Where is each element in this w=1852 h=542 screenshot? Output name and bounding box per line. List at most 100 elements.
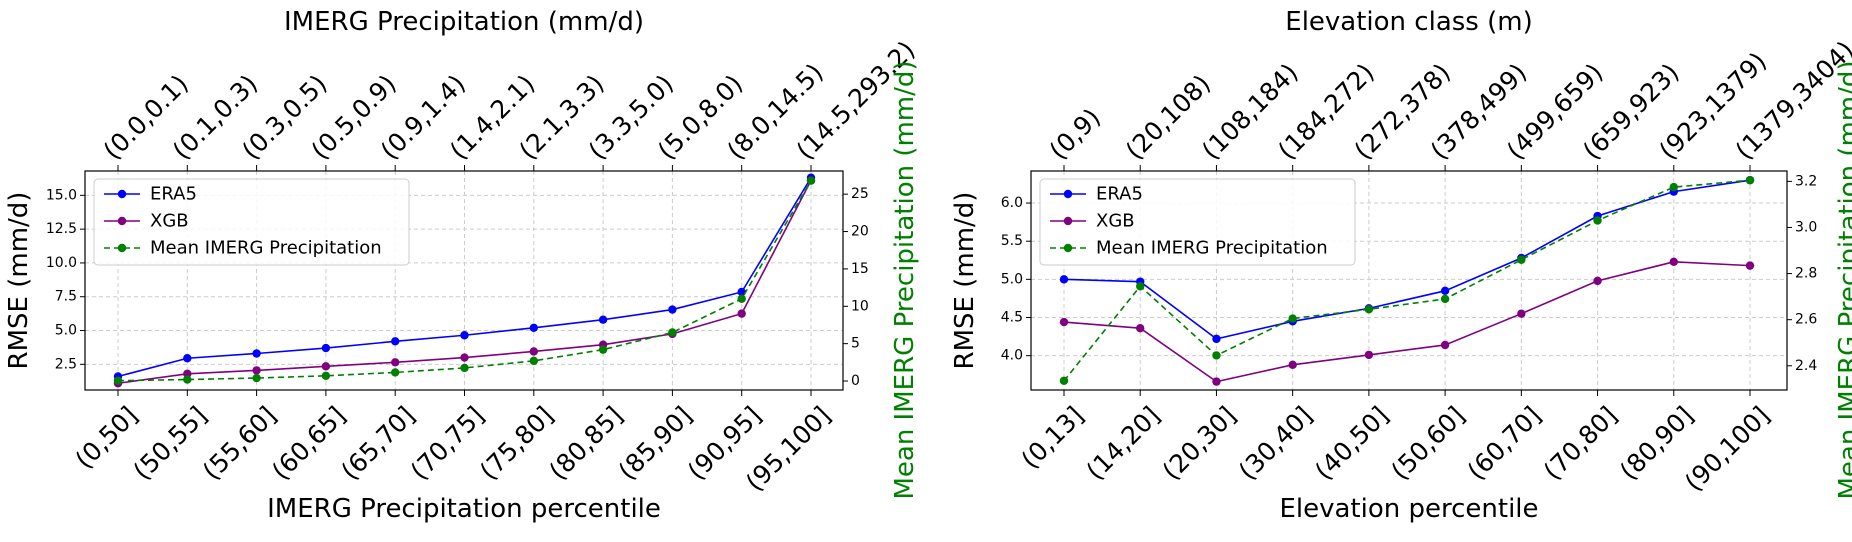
series-line xyxy=(117,180,812,382)
legend-marker xyxy=(117,216,127,226)
legend: ERA5 XGB Mean IMERG Precipitation xyxy=(1039,178,1356,266)
data-point xyxy=(1364,350,1374,360)
x-tick-label: (0,13] xyxy=(1016,401,1090,475)
legend-marker xyxy=(117,243,127,253)
y2-tick-label: 3.0 xyxy=(1795,219,1817,235)
y2-tick-label: 10 xyxy=(851,298,869,314)
y-tick-label: 7.5 xyxy=(55,289,77,305)
legend-marker xyxy=(117,189,127,199)
y-tick-label: 4.0 xyxy=(1001,348,1023,364)
plot-frame xyxy=(1030,170,1788,391)
legend-label: XGB xyxy=(1096,211,1135,232)
x-tick-label: (14,20] xyxy=(1081,401,1166,486)
data-point xyxy=(1593,276,1602,286)
x-tick-label: (20,30] xyxy=(1157,401,1242,486)
data-point xyxy=(529,356,538,366)
series-line xyxy=(1063,260,1751,383)
data-point xyxy=(252,373,261,383)
data-point xyxy=(1059,317,1069,327)
y-axis-label: RMSE (mm/d) xyxy=(950,192,980,370)
y-tick-label: 4.5 xyxy=(1001,310,1023,326)
data-point xyxy=(668,305,677,314)
y-tick-label: 15.0 xyxy=(46,187,77,203)
y2-axis-label: Mean IMERG Precipitation (mm/d) xyxy=(1834,60,1852,499)
y-tick-label: 6.0 xyxy=(1001,195,1023,211)
data-point xyxy=(1669,257,1678,267)
legend-marker xyxy=(1063,189,1073,199)
data-point xyxy=(1745,176,1755,185)
series-xgb xyxy=(1059,257,1755,386)
legend-label: ERA5 xyxy=(1096,184,1143,205)
legend-label: ERA5 xyxy=(150,184,197,205)
y2-tick-label: 2.6 xyxy=(1795,312,1817,328)
data-point xyxy=(321,343,331,353)
legend-label: Mean IMERG Precipitation xyxy=(1096,238,1328,259)
x-tick-label: (50,55] xyxy=(128,401,213,486)
chart-title: IMERG Precipitation (mm/d) xyxy=(284,7,644,37)
x-tick-label: (65,70] xyxy=(336,401,421,486)
x-axis-label: Elevation percentile xyxy=(1279,494,1538,524)
data-point xyxy=(183,375,192,384)
data-point xyxy=(1212,351,1221,360)
data-point xyxy=(1212,334,1221,344)
legend-box xyxy=(1039,178,1356,266)
legend-marker xyxy=(1063,243,1073,253)
y2-axis-label: Mean IMERG Precipitation (mm/d) xyxy=(890,60,920,499)
data-point xyxy=(598,345,608,354)
y-tick-label: 2.5 xyxy=(55,356,77,372)
data-point xyxy=(668,328,677,337)
data-point xyxy=(1136,282,1145,291)
y-tick-label: 5.0 xyxy=(1001,271,1023,287)
y2-tick-label: 15 xyxy=(851,261,869,277)
data-point xyxy=(1669,182,1678,192)
data-point xyxy=(1288,360,1297,370)
data-point xyxy=(1440,286,1450,296)
y-tick-label: 5.0 xyxy=(55,323,77,339)
x-tick-label: (90,100] xyxy=(1679,401,1775,497)
data-point xyxy=(737,294,746,304)
data-point xyxy=(321,371,331,380)
data-point xyxy=(183,354,192,363)
data-point xyxy=(1440,340,1450,350)
data-point xyxy=(529,323,538,333)
data-point xyxy=(1288,314,1297,323)
y2-tick-label: 2.8 xyxy=(1795,266,1817,282)
data-point xyxy=(391,337,400,346)
x-tick-label: (50,60] xyxy=(1385,401,1470,486)
data-point xyxy=(1136,323,1145,333)
top-x-tick-label: (0,9) xyxy=(1044,103,1106,165)
x-tick-label: (40,50] xyxy=(1309,401,1394,486)
data-point xyxy=(1212,377,1221,386)
y2-tick-label: 25 xyxy=(851,186,869,202)
data-point xyxy=(1440,294,1450,304)
x-tick-label: (60,70] xyxy=(1462,401,1547,486)
legend-label: XGB xyxy=(150,211,189,232)
data-point xyxy=(1364,305,1374,314)
data-point xyxy=(391,358,400,367)
data-point xyxy=(252,366,261,375)
data-point xyxy=(1059,376,1069,385)
series-line xyxy=(1063,179,1751,382)
x-tick-label: (30,40] xyxy=(1233,401,1318,486)
x-tick-label: (85,90] xyxy=(613,401,698,486)
data-point xyxy=(737,309,746,318)
data-point xyxy=(183,369,192,378)
x-tick-label: (75,80] xyxy=(474,401,559,486)
y-tick-label: 12.5 xyxy=(46,221,77,237)
data-point xyxy=(113,376,123,385)
y2-tick-label: 5 xyxy=(851,336,860,352)
chart-panel-1: (0,50](50,55](55,60](60,65](65,70](70,75… xyxy=(4,7,921,524)
legend-marker xyxy=(1063,216,1073,226)
data-point xyxy=(598,315,608,324)
y2-tick-label: 2.4 xyxy=(1795,358,1817,374)
y2-tick-label: 0 xyxy=(851,373,860,389)
y-axis-label: RMSE (mm/d) xyxy=(4,192,34,370)
x-tick-label: (70,80] xyxy=(1538,401,1623,486)
x-axis-label: IMERG Precipitation percentile xyxy=(267,494,661,524)
data-point xyxy=(1745,261,1755,270)
data-point xyxy=(391,368,400,377)
y2-tick-label: 20 xyxy=(851,224,869,240)
series-mean-imerg-precipitation xyxy=(113,176,816,385)
data-point xyxy=(529,347,538,356)
